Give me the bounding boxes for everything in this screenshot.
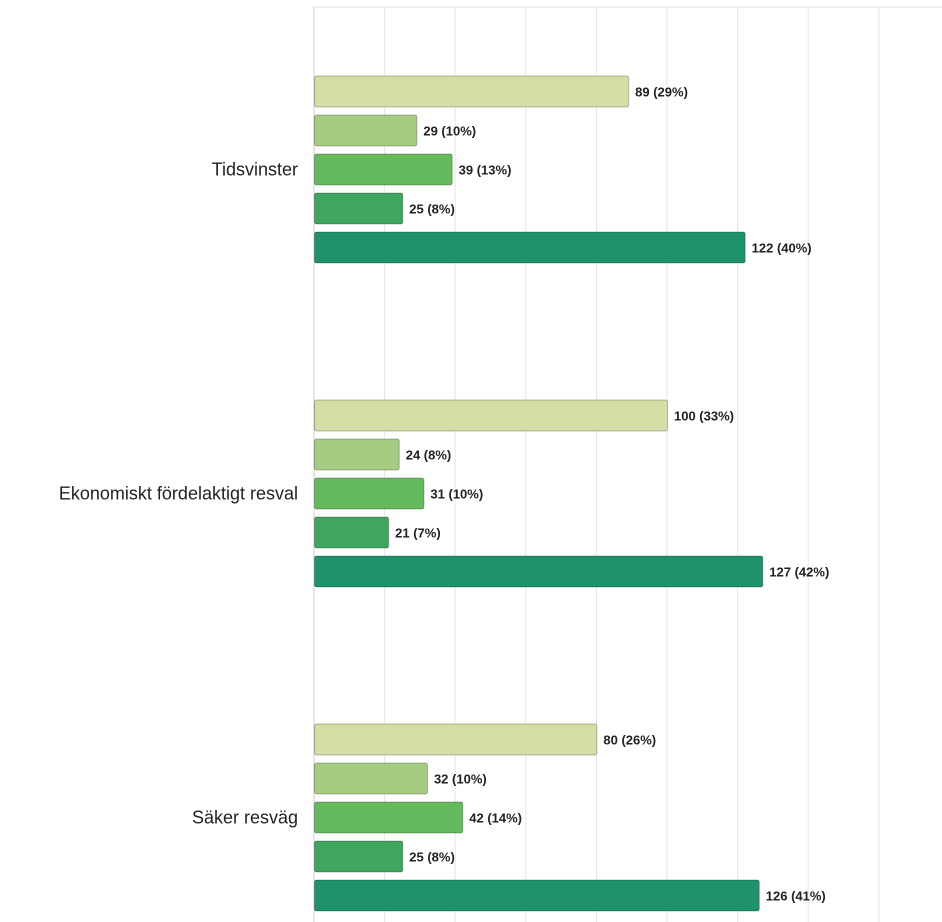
bar bbox=[314, 801, 464, 834]
data-label: 39 (13%) bbox=[459, 163, 512, 178]
bar bbox=[314, 75, 630, 108]
bar bbox=[314, 840, 404, 873]
data-label: 21 (7%) bbox=[395, 526, 441, 541]
bar bbox=[314, 399, 668, 432]
data-label: 89 (29%) bbox=[635, 85, 688, 100]
bar bbox=[314, 723, 598, 756]
category-label: Ekonomiskt fördelaktigt resval bbox=[59, 484, 298, 504]
data-label: 126 (41%) bbox=[766, 889, 826, 904]
bar bbox=[314, 555, 764, 588]
data-label: 25 (8%) bbox=[409, 850, 455, 865]
bar bbox=[314, 153, 453, 186]
category-label: Säker resväg bbox=[192, 808, 298, 828]
bar bbox=[314, 762, 428, 795]
bar bbox=[314, 516, 390, 549]
data-label: 32 (10%) bbox=[434, 772, 487, 787]
data-label: 31 (10%) bbox=[430, 487, 483, 502]
label-layer: 89 (29%) 29 (10%) 39 (13%) 25 (8%) 122 (40%)… bbox=[59, 85, 829, 904]
bar bbox=[314, 477, 425, 510]
data-label: 122 (40%) bbox=[752, 241, 812, 256]
bar bbox=[314, 438, 400, 471]
bar bbox=[314, 879, 760, 912]
category-label: Tidsvinster bbox=[212, 160, 298, 180]
data-label: 80 (26%) bbox=[603, 733, 656, 748]
bar bbox=[314, 192, 404, 225]
data-label: 127 (42%) bbox=[769, 565, 829, 580]
data-label: 25 (8%) bbox=[409, 202, 455, 217]
data-label: 42 (14%) bbox=[469, 811, 522, 826]
data-label: 29 (10%) bbox=[423, 124, 476, 139]
bar bbox=[314, 114, 418, 147]
bar-layer bbox=[314, 75, 764, 912]
data-label: 100 (33%) bbox=[674, 409, 734, 424]
data-label: 24 (8%) bbox=[406, 448, 452, 463]
bar bbox=[314, 231, 746, 264]
